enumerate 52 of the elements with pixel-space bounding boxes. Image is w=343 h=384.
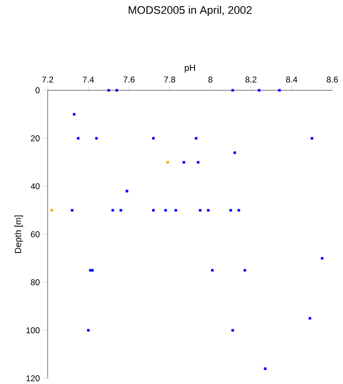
point	[194, 137, 198, 140]
x-tick-label: 8.2	[245, 76, 256, 83]
point	[120, 209, 122, 212]
point	[174, 209, 178, 212]
point	[258, 89, 260, 92]
point	[152, 209, 155, 212]
point	[229, 209, 232, 212]
point	[116, 89, 118, 92]
point	[164, 209, 167, 212]
x-tick-label: 7.2	[42, 76, 54, 83]
point	[95, 137, 98, 140]
y-tick-label: 40	[30, 183, 40, 190]
point	[107, 89, 110, 92]
point	[70, 209, 74, 212]
x-tick-label: 7.6	[124, 76, 135, 83]
point	[111, 209, 114, 212]
y-tick-label: 100	[26, 327, 40, 334]
point	[310, 137, 314, 140]
point	[278, 89, 281, 92]
point	[231, 329, 234, 332]
point	[237, 209, 240, 212]
point	[196, 161, 200, 164]
point	[76, 137, 80, 140]
point	[166, 161, 169, 164]
chart-title: MODS2005 in April, 2002	[128, 6, 252, 16]
y-tick-label: 80	[30, 279, 40, 286]
y-tick-label: 20	[30, 135, 40, 142]
y-axis-title: Depth [m]	[14, 216, 23, 253]
x-tick-label: 7.8	[164, 76, 176, 83]
point	[87, 329, 90, 332]
y-tick-label: 0	[36, 87, 40, 94]
point	[308, 317, 312, 320]
x-tick-label: 8.6	[326, 76, 338, 83]
x-axis-title: pH	[184, 64, 196, 73]
point	[72, 113, 76, 116]
y-tick-label: 60	[30, 231, 40, 238]
point	[233, 151, 236, 154]
point	[50, 209, 54, 212]
x-tick-label: 7.4	[82, 76, 94, 83]
point	[126, 190, 128, 192]
y-tick-label: 120	[26, 375, 40, 382]
point	[244, 269, 246, 272]
x-tick-label: 8.4	[286, 76, 298, 83]
point	[182, 161, 186, 164]
x-tick-label: 8	[208, 76, 212, 83]
point	[264, 367, 267, 370]
point	[211, 269, 214, 272]
point	[231, 89, 234, 92]
point	[320, 257, 324, 260]
point	[152, 137, 155, 140]
point	[206, 209, 210, 212]
point	[198, 209, 202, 212]
